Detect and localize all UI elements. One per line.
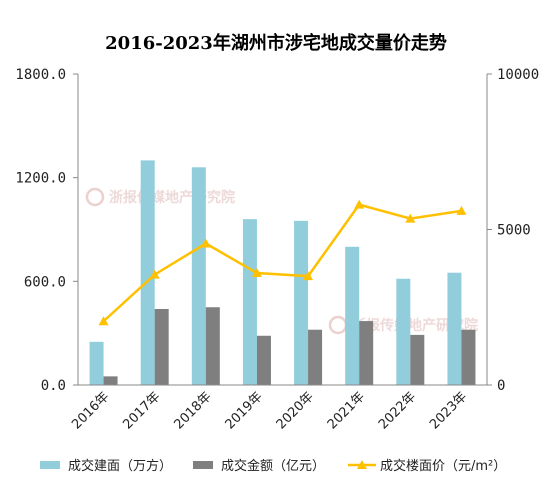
right-tick-label: 0 <box>497 378 505 394</box>
watermark: 浙报传媒地产研究院 <box>85 187 235 207</box>
legend-label: 成交楼面价（元/m²） <box>380 458 506 474</box>
legend-label: 成交建面（万方） <box>68 458 172 474</box>
bar-area <box>140 160 155 385</box>
price-point <box>200 238 211 248</box>
price-point <box>251 268 262 278</box>
bar-amount <box>359 321 374 385</box>
left-tick-label: 600.0 <box>24 274 66 290</box>
bar-area <box>345 246 360 385</box>
legend-swatch <box>193 461 213 469</box>
bar-amount <box>256 335 271 385</box>
legend-marker <box>357 460 367 469</box>
bar-layer <box>89 160 476 385</box>
bar-area <box>191 167 206 385</box>
left-tick-label: 1800.0 <box>15 67 66 83</box>
legend-swatch <box>40 461 60 469</box>
price-point <box>354 199 365 209</box>
bar-amount <box>461 329 476 385</box>
legend-label: 成交金额（亿元） <box>221 458 325 474</box>
price-point <box>98 316 109 326</box>
chart-title: 2016-2023年湖州市涉宅地成交量价走势 <box>105 32 447 54</box>
price-point <box>405 213 416 223</box>
bar-amount <box>103 376 118 385</box>
line-layer <box>98 199 467 326</box>
price-point <box>303 271 314 281</box>
bar-area <box>447 272 462 385</box>
bar-amount <box>154 308 169 385</box>
legend-item: 成交楼面价（元/m²） <box>348 458 506 474</box>
right-tick-label: 10000 <box>497 67 539 83</box>
legend-item: 成交建面（万方） <box>40 458 172 474</box>
left-tick-label: 0.0 <box>41 378 66 394</box>
watermark-text: 浙报传媒地产研究院 <box>109 189 235 206</box>
bar-area <box>242 219 257 385</box>
legend-item: 成交金额（亿元） <box>193 458 325 474</box>
bar-area <box>89 341 104 385</box>
left-y-axis: 0.0 600.0 1200.0 1800.0 <box>15 67 79 394</box>
left-tick-label: 1200.0 <box>15 171 66 187</box>
bar-amount <box>308 329 323 385</box>
bar-area <box>396 278 411 385</box>
bar-amount <box>205 307 220 385</box>
watermark-logo-icon <box>85 187 105 207</box>
watermark-text: 浙报传媒地产研究院 <box>352 317 478 334</box>
bar-area <box>294 220 309 385</box>
right-y-axis: 0 5000 10000 <box>486 67 539 394</box>
right-tick-label: 5000 <box>497 223 531 239</box>
bar-amount <box>410 334 425 385</box>
price-line <box>102 203 462 323</box>
legend: 成交建面（万方） 成交金额（亿元） 成交楼面价（元/m²） <box>40 458 506 474</box>
price-point <box>456 205 467 215</box>
price-point <box>149 269 160 279</box>
